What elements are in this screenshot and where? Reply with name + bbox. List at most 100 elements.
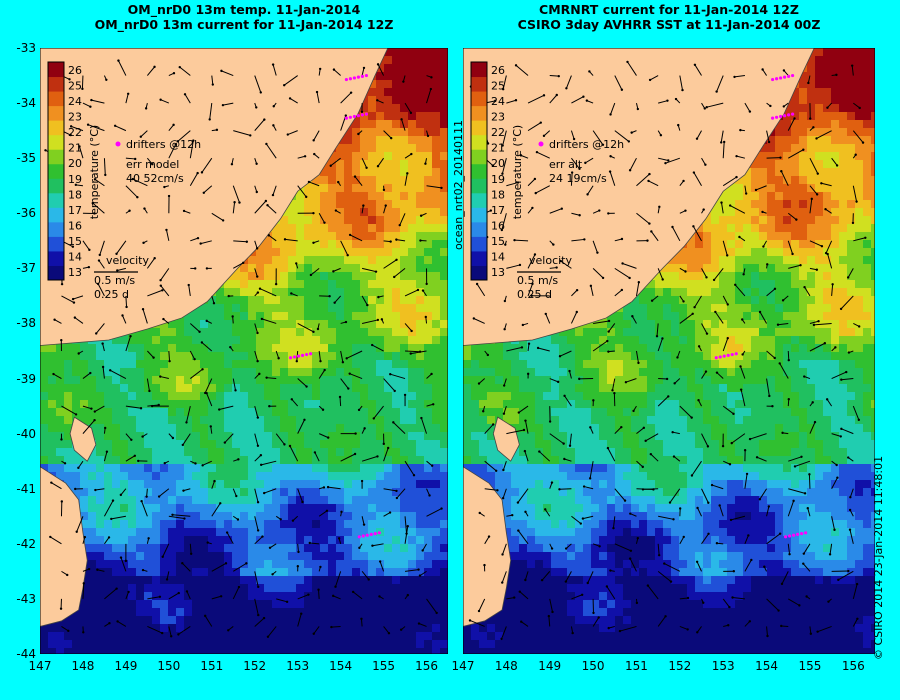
sst-cell <box>312 200 320 208</box>
sst-cell <box>168 576 176 584</box>
sst-cell <box>264 360 272 368</box>
sst-cell <box>240 440 248 448</box>
sst-cell <box>248 528 256 536</box>
sst-cell <box>392 328 400 336</box>
sst-cell <box>392 616 400 624</box>
current-arrow-head <box>203 614 207 618</box>
sst-cell <box>80 384 88 392</box>
sst-cell <box>280 552 288 560</box>
sst-cell <box>264 328 272 336</box>
sst-cell <box>272 624 280 632</box>
sst-cell <box>264 648 272 656</box>
sst-cell <box>432 504 440 512</box>
sst-cell <box>328 304 336 312</box>
sst-cell <box>400 64 408 72</box>
sst-cell <box>176 576 184 584</box>
sst-cell <box>56 344 64 352</box>
sst-cell <box>288 552 296 560</box>
sst-cell <box>280 592 288 600</box>
sst-cell <box>296 280 304 288</box>
current-arrow-head <box>386 446 390 450</box>
sst-cell <box>328 312 336 320</box>
current-arrow-head <box>208 118 211 121</box>
sst-cell <box>432 472 440 480</box>
sst-cell <box>376 168 384 176</box>
current-arrow-head <box>349 91 353 94</box>
current-arrow <box>189 323 200 333</box>
current-arrow <box>349 373 363 380</box>
sst-cell <box>288 584 296 592</box>
sst-cell <box>232 328 240 336</box>
sst-cell <box>360 432 368 440</box>
sst-cell <box>120 448 128 456</box>
current-arrow-head <box>264 199 268 203</box>
sst-cell <box>144 392 152 400</box>
sst-cell <box>312 440 320 448</box>
sst-cell <box>264 408 272 416</box>
sst-cell <box>160 472 168 480</box>
sst-cell <box>136 616 144 624</box>
current-arrow <box>426 185 442 189</box>
sst-cell <box>360 216 368 224</box>
sst-cell <box>440 600 448 608</box>
sst-cell <box>440 120 448 128</box>
drifter-point <box>352 114 356 119</box>
sst-cell <box>128 400 136 408</box>
sst-cell <box>432 88 440 96</box>
sst-cell <box>352 240 360 248</box>
sst-cell <box>432 640 440 648</box>
sst-cell <box>424 528 432 536</box>
sst-cell <box>216 472 224 480</box>
current-arrow <box>297 613 302 627</box>
sst-cell <box>184 344 192 352</box>
sst-cell <box>296 512 304 520</box>
sst-cell <box>352 248 360 256</box>
sst-cell <box>368 136 376 144</box>
sst-cell <box>368 232 376 240</box>
current-arrow-head <box>357 408 361 412</box>
sst-cell <box>408 48 416 56</box>
current-arrow-head <box>108 621 111 625</box>
sst-cell <box>400 48 408 56</box>
sst-cell <box>304 296 312 304</box>
sst-cell <box>128 600 136 608</box>
current-arrow <box>210 426 213 434</box>
sst-cell <box>376 152 384 160</box>
sst-cell <box>248 544 256 552</box>
sst-cell <box>120 552 128 560</box>
sst-cell <box>256 608 264 616</box>
sst-cell <box>200 552 208 560</box>
sst-cell <box>424 56 432 64</box>
sst-cell <box>64 392 72 400</box>
sst-cell <box>304 336 312 344</box>
current-arrow <box>261 318 277 324</box>
sst-cell <box>368 568 376 576</box>
current-arrow-head <box>425 282 428 286</box>
right-panel-title: CMRNRT current for 11-Jan-2014 12Z CSIRO… <box>463 2 875 32</box>
sst-cell <box>336 624 344 632</box>
sst-cell <box>440 392 448 400</box>
sst-cell <box>240 416 248 424</box>
sst-cell <box>360 544 368 552</box>
sst-cell <box>112 408 120 416</box>
sst-cell <box>384 456 392 464</box>
sst-cell <box>336 432 344 440</box>
sst-cell <box>320 328 328 336</box>
current-arrow <box>118 60 127 76</box>
sst-cell <box>96 624 104 632</box>
sst-cell <box>240 280 248 288</box>
sst-cell <box>136 536 144 544</box>
sst-cell <box>80 632 88 640</box>
sst-cell <box>184 336 192 344</box>
current-arrow <box>77 460 84 469</box>
sst-cell <box>440 168 448 176</box>
sst-cell <box>344 184 352 192</box>
sst-cell <box>240 312 248 320</box>
sst-cell <box>152 376 160 384</box>
sst-cell <box>384 480 392 488</box>
current-arrow-head <box>245 562 248 565</box>
current-arrow-head <box>143 207 146 210</box>
sst-cell <box>384 152 392 160</box>
sst-cell <box>136 544 144 552</box>
sst-cell <box>416 464 424 472</box>
